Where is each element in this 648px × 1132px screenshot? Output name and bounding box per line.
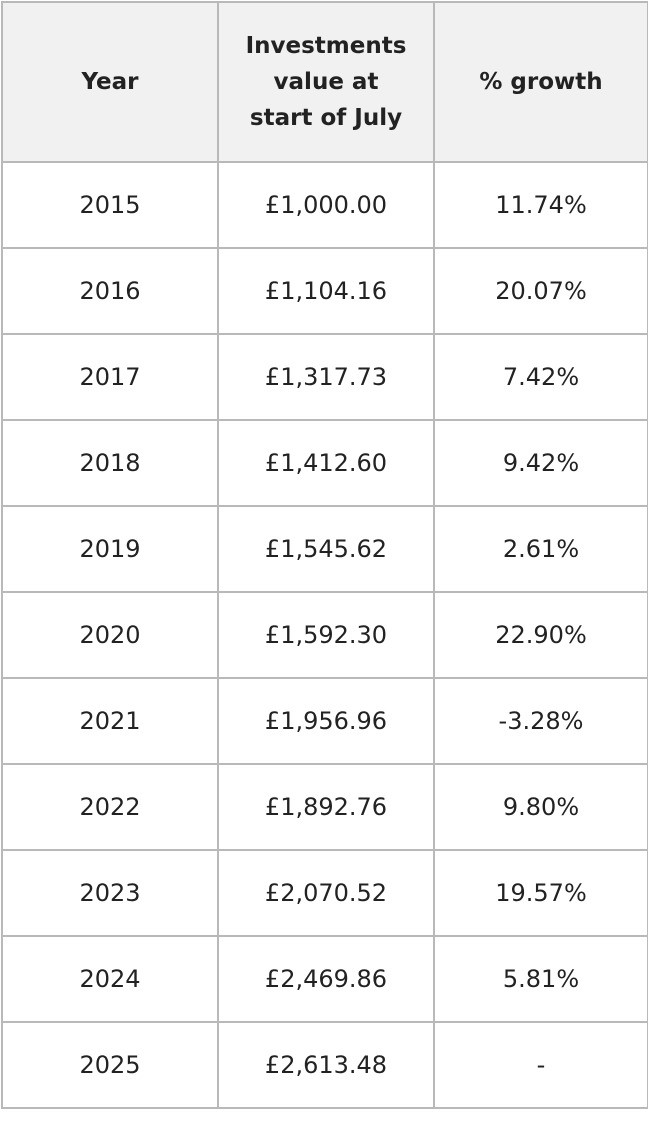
cell-value: £1,104.16 xyxy=(217,247,435,335)
cell-growth: 22.90% xyxy=(433,591,648,679)
cell-year: 2025 xyxy=(1,1021,219,1109)
cell-growth: -3.28% xyxy=(433,677,648,765)
cell-growth: 9.80% xyxy=(433,763,648,851)
cell-value: £1,000.00 xyxy=(217,161,435,249)
header-investment-value-label: Investments value at start of July xyxy=(245,33,407,131)
header-growth-label: % growth xyxy=(479,69,603,95)
cell-year: 2024 xyxy=(1,935,219,1023)
table-row: 2020 £1,592.30 22.90% xyxy=(1,591,648,679)
header-growth: % growth xyxy=(433,1,648,163)
table-row: 2022 £1,892.76 9.80% xyxy=(1,763,648,851)
cell-growth: 11.74% xyxy=(433,161,648,249)
table-row: 2025 £2,613.48 - xyxy=(1,1021,648,1109)
cell-growth: 20.07% xyxy=(433,247,648,335)
header-year-label: Year xyxy=(81,69,139,95)
cell-value: £1,317.73 xyxy=(217,333,435,421)
cell-value: £2,613.48 xyxy=(217,1021,435,1109)
cell-year: 2015 xyxy=(1,161,219,249)
cell-value: £1,545.62 xyxy=(217,505,435,593)
header-year: Year xyxy=(1,1,219,163)
cell-growth: 9.42% xyxy=(433,419,648,507)
cell-growth: 5.81% xyxy=(433,935,648,1023)
table-row: 2024 £2,469.86 5.81% xyxy=(1,935,648,1023)
cell-value: £2,469.86 xyxy=(217,935,435,1023)
table-row: 2017 £1,317.73 7.42% xyxy=(1,333,648,421)
cell-value: £2,070.52 xyxy=(217,849,435,937)
cell-year: 2020 xyxy=(1,591,219,679)
header-investment-value: Investments value at start of July xyxy=(217,1,435,163)
cell-growth: 7.42% xyxy=(433,333,648,421)
investments-table: Year Investments value at start of July … xyxy=(1,1,648,1109)
cell-year: 2016 xyxy=(1,247,219,335)
cell-year: 2017 xyxy=(1,333,219,421)
cell-year: 2022 xyxy=(1,763,219,851)
cell-value: £1,412.60 xyxy=(217,419,435,507)
cell-value: £1,892.76 xyxy=(217,763,435,851)
cell-year: 2019 xyxy=(1,505,219,593)
header-row: Year Investments value at start of July … xyxy=(1,1,648,163)
cell-year: 2018 xyxy=(1,419,219,507)
table-row: 2016 £1,104.16 20.07% xyxy=(1,247,648,335)
table-row: 2023 £2,070.52 19.57% xyxy=(1,849,648,937)
cell-value: £1,592.30 xyxy=(217,591,435,679)
cell-growth: 2.61% xyxy=(433,505,648,593)
cell-year: 2023 xyxy=(1,849,219,937)
cell-year: 2021 xyxy=(1,677,219,765)
table-row: 2018 £1,412.60 9.42% xyxy=(1,419,648,507)
cell-growth: 19.57% xyxy=(433,849,648,937)
table-row: 2015 £1,000.00 11.74% xyxy=(1,161,648,249)
table-row: 2019 £1,545.62 2.61% xyxy=(1,505,648,593)
cell-growth: - xyxy=(433,1021,648,1109)
cell-value: £1,956.96 xyxy=(217,677,435,765)
table-row: 2021 £1,956.96 -3.28% xyxy=(1,677,648,765)
